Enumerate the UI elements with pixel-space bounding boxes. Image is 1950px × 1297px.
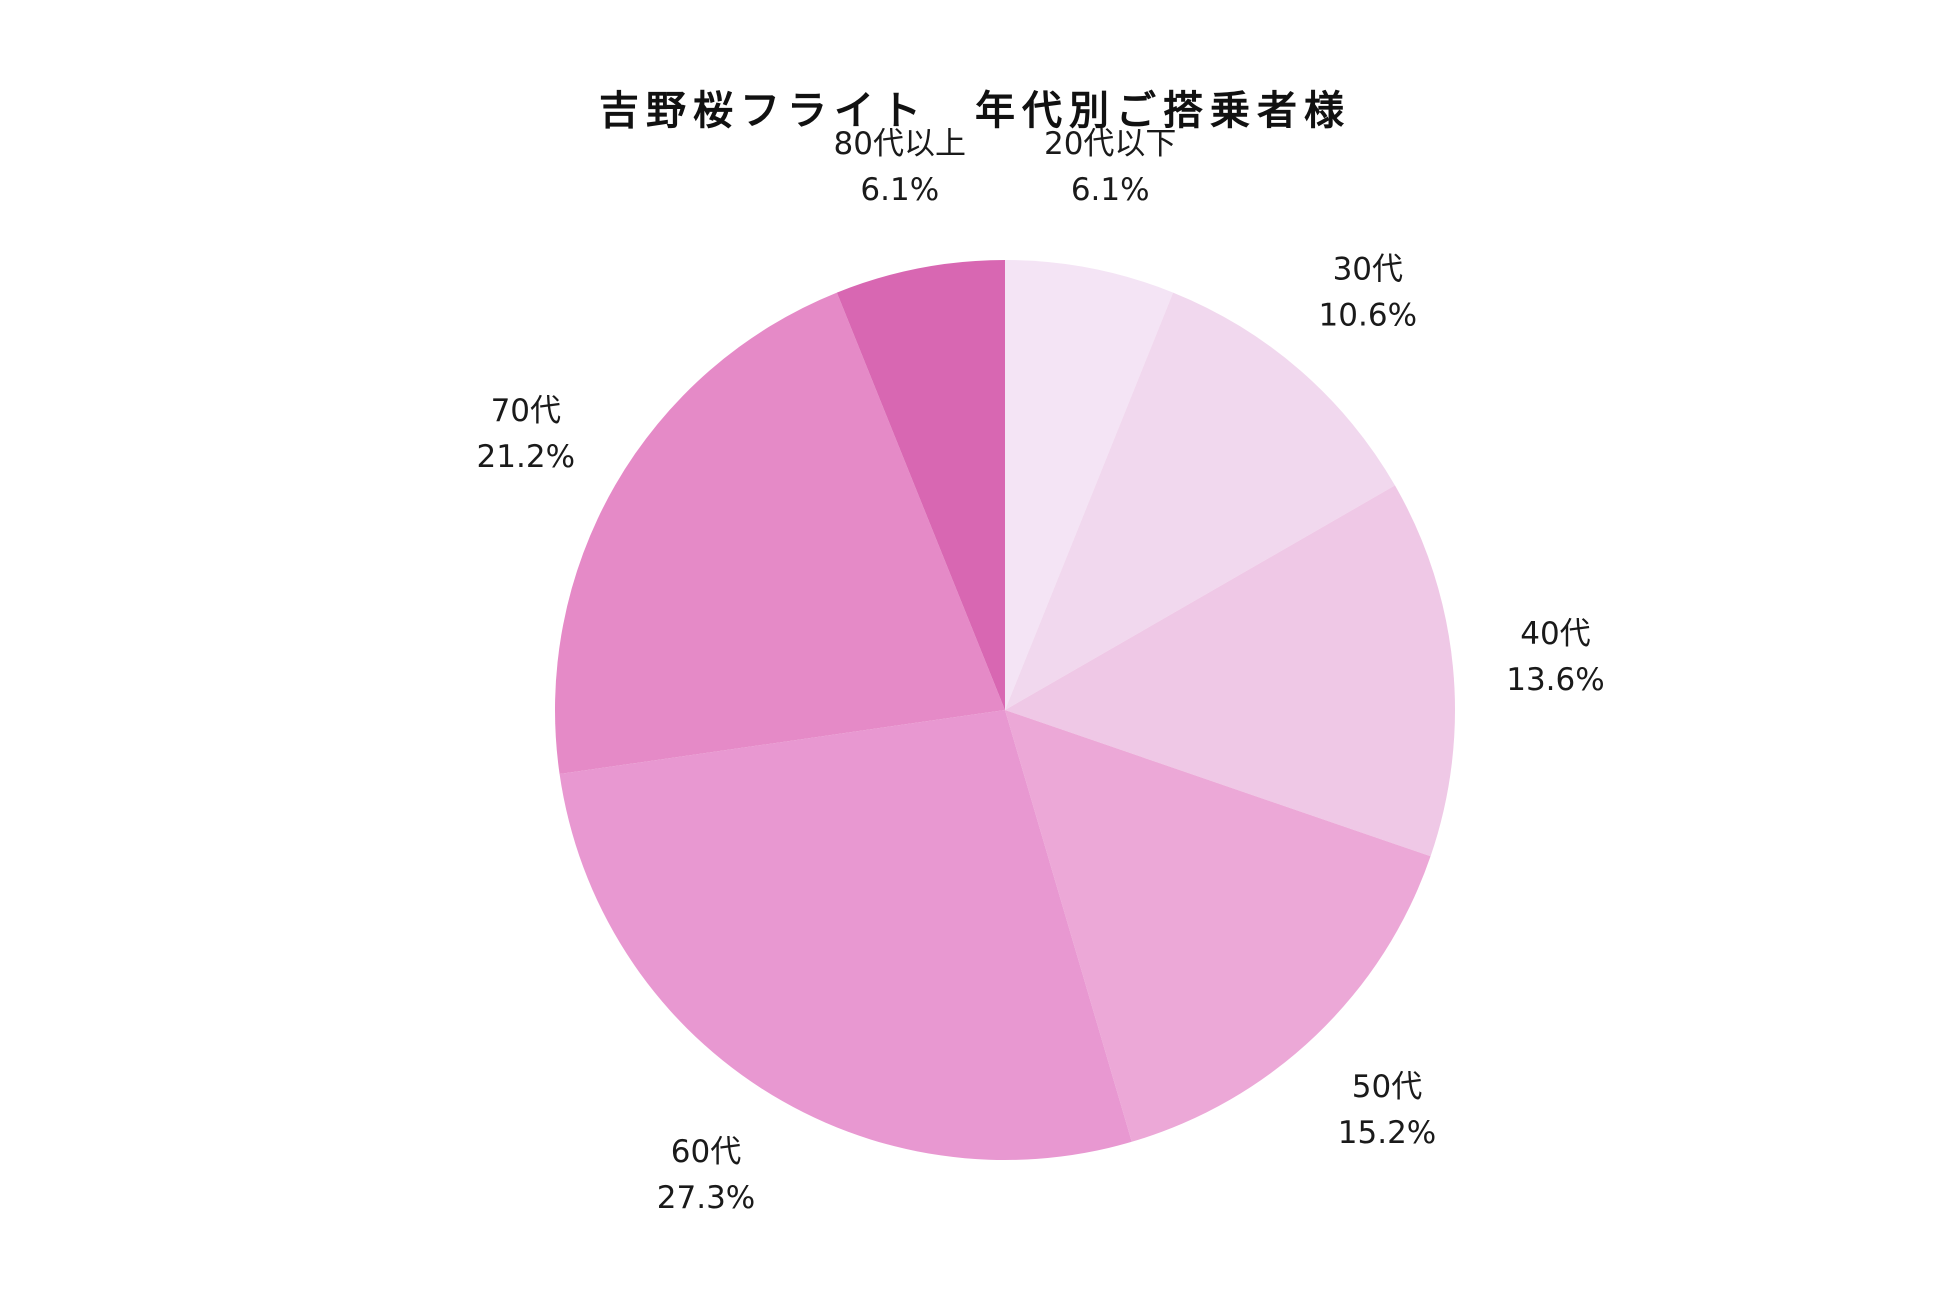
pie-slice-2 bbox=[1005, 485, 1455, 857]
slice-value-label-6: 6.1% bbox=[860, 172, 939, 208]
pie-slice-4 bbox=[559, 710, 1132, 1160]
slice-label-6: 80代以上 bbox=[834, 126, 966, 162]
slice-label-3: 50代 bbox=[1352, 1069, 1422, 1105]
pie-labels: 20代以下 6.1% 30代 10.6% 40代 13.6% 50代 15.2% 60代 27.3… bbox=[477, 126, 1605, 1216]
chart-title: 吉野桜フライト 年代別ご搭乗者様 bbox=[599, 88, 1351, 134]
slice-label-1: 30代 bbox=[1333, 252, 1403, 288]
pie-slice-3 bbox=[1005, 710, 1431, 1142]
slice-value-label-5: 21.2% bbox=[477, 439, 575, 475]
slice-label-4: 60代 bbox=[671, 1134, 741, 1170]
pie-slice-0 bbox=[1005, 260, 1174, 710]
slice-value-label-2: 13.6% bbox=[1506, 662, 1604, 698]
slice-value-label-3: 15.2% bbox=[1338, 1115, 1436, 1151]
slice-label-0: 20代以下 bbox=[1044, 126, 1176, 162]
pie-slice-5 bbox=[555, 292, 1005, 775]
slice-value-label-4: 27.3% bbox=[657, 1180, 755, 1216]
pie-slice-6 bbox=[836, 260, 1005, 710]
slice-label-2: 40代 bbox=[1520, 616, 1590, 652]
pie-slices bbox=[555, 260, 1455, 1160]
slice-value-label-1: 10.6% bbox=[1319, 298, 1417, 334]
pie-slice-1 bbox=[1005, 292, 1395, 710]
slice-label-5: 70代 bbox=[491, 393, 561, 429]
slice-value-label-0: 6.1% bbox=[1071, 172, 1150, 208]
